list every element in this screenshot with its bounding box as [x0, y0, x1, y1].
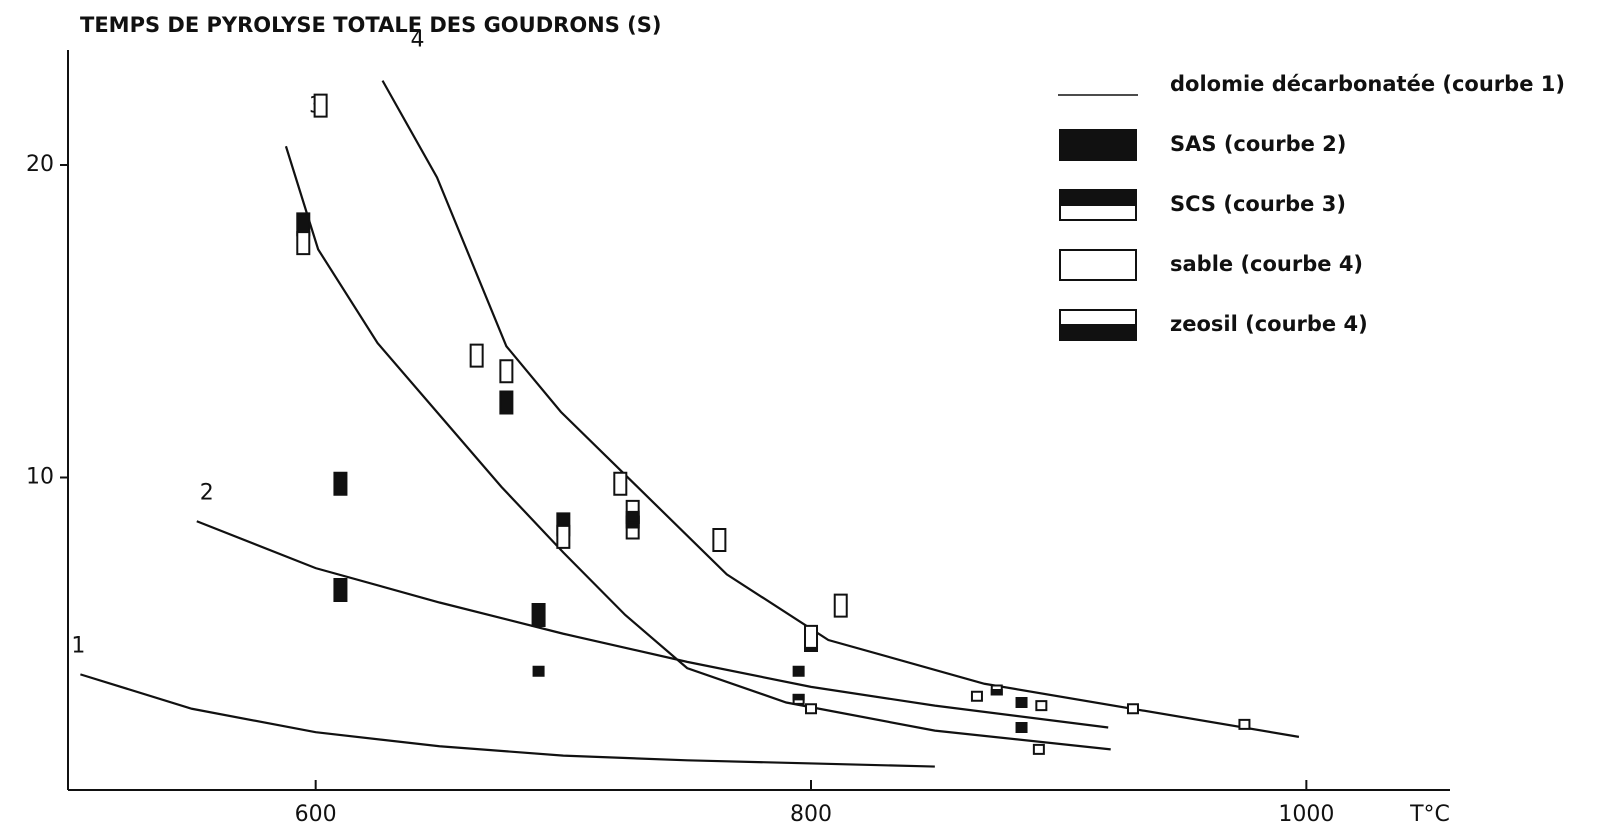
marker [1059, 309, 1137, 341]
legend-label: zeosil (courbe 4) [1170, 312, 1368, 336]
x-tick-label: 800 [790, 802, 832, 827]
marker-part [1032, 743, 1045, 755]
marker [833, 593, 848, 618]
marker-part [625, 510, 640, 524]
marker [625, 499, 640, 524]
marker [499, 390, 514, 415]
legend-label: SCS (courbe 3) [1170, 192, 1346, 216]
marker-part [792, 693, 805, 701]
x-tick-label: 1000 [1278, 802, 1334, 827]
marker [804, 624, 819, 649]
marker-part [990, 689, 1003, 696]
marker [556, 524, 571, 549]
marker-part [1059, 249, 1137, 281]
marker-part [712, 528, 727, 552]
x-axis-label: T°C [1409, 802, 1450, 827]
marker-part [1015, 722, 1028, 733]
marker-part [792, 665, 805, 677]
marker [499, 359, 514, 384]
marker-part [469, 343, 484, 368]
marker-part [1059, 129, 1137, 161]
marker [1032, 743, 1045, 755]
marker [805, 703, 818, 715]
marker-part [833, 593, 848, 618]
marker-part [499, 359, 514, 384]
marker-part [296, 231, 311, 256]
marker-part [970, 690, 983, 702]
marker-part [1035, 700, 1048, 712]
marker-part [613, 471, 628, 496]
marker-part [1015, 697, 1028, 708]
marker-part [1238, 718, 1251, 730]
marker [333, 471, 348, 496]
marker [712, 528, 727, 552]
marker-part [313, 93, 328, 118]
marker-part [531, 603, 546, 627]
chart-title: TEMPS DE PYROLYSE TOTALE DES GOUDRONS (S… [80, 13, 662, 37]
marker [1015, 722, 1028, 733]
curve [381, 80, 1300, 738]
marker-part [532, 665, 545, 677]
curve-label: 1 [71, 633, 85, 658]
marker-part [333, 578, 348, 602]
curve-label: 2 [200, 480, 214, 505]
marker-part [556, 524, 571, 549]
marker-part [805, 703, 818, 715]
marker [792, 693, 805, 705]
marker [792, 665, 805, 677]
marker [469, 343, 484, 368]
y-tick-label: 10 [26, 465, 54, 490]
marker [970, 690, 983, 702]
legend-label: SAS (courbe 2) [1170, 132, 1346, 156]
marker [1059, 249, 1137, 281]
curve [80, 673, 935, 768]
marker [532, 665, 545, 677]
curve [196, 520, 1109, 729]
marker [296, 231, 311, 256]
marker [613, 471, 628, 496]
curve [284, 145, 1111, 751]
marker-part [1059, 324, 1137, 341]
marker [1126, 703, 1139, 715]
marker [1059, 189, 1137, 221]
curve-label: 4 [411, 28, 425, 53]
marker [1059, 129, 1137, 161]
marker [313, 93, 328, 118]
marker-part [804, 624, 819, 649]
legend-label: dolomie décarbonatée (courbe 1) [1170, 72, 1565, 96]
marker-part [333, 471, 348, 496]
legend-label: sable (courbe 4) [1170, 252, 1363, 276]
marker [1238, 718, 1251, 730]
marker-part [1126, 703, 1139, 715]
y-tick-label: 20 [26, 152, 54, 177]
marker [1035, 700, 1048, 712]
marker-part [1059, 189, 1137, 206]
marker-part [499, 390, 514, 415]
marker [531, 603, 546, 627]
marker [333, 578, 348, 602]
marker [990, 684, 1003, 696]
x-tick-label: 600 [295, 802, 337, 827]
marker [1015, 697, 1028, 708]
